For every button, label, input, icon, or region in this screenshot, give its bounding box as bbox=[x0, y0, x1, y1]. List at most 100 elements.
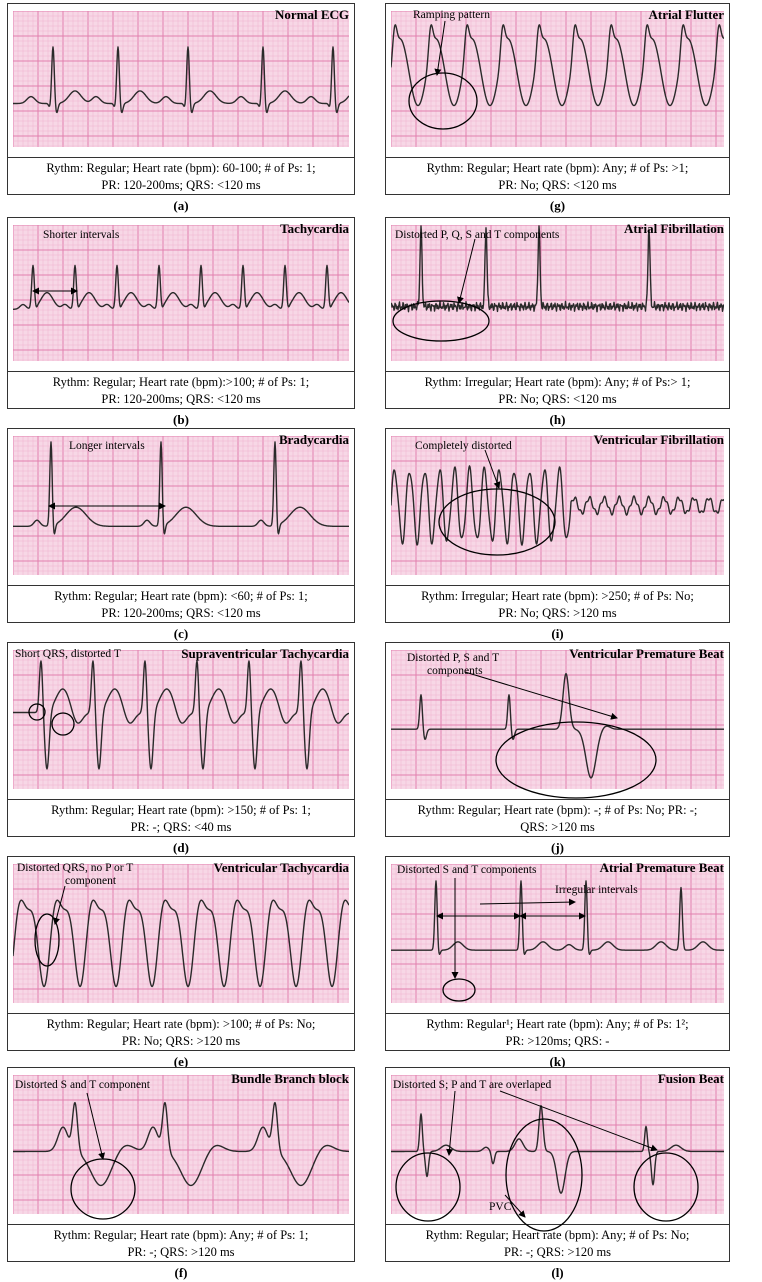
caption-line-1: Rythm: Regular; Heart rate (bpm): -; # o… bbox=[417, 803, 698, 817]
caption-line-2: PR: -; QRS: >120 ms bbox=[127, 1245, 235, 1259]
panel-title: Atrial Premature Beat bbox=[599, 860, 724, 875]
panel-annotation: Short QRS, distorted T bbox=[15, 648, 121, 660]
ecg-grid-svg bbox=[13, 650, 349, 789]
ecg-trace bbox=[13, 441, 349, 535]
panel-annotation: Distorted QRS, no P or T bbox=[17, 862, 134, 874]
panel-title: Ventricular Tachycardia bbox=[213, 860, 349, 875]
panel-frame bbox=[7, 1067, 355, 1262]
ecg-strip bbox=[391, 11, 724, 147]
ecg-panel-h: Atrial Fibrillation Distorted P, Q, S and… bbox=[385, 217, 730, 429]
ecg-strip bbox=[391, 436, 724, 575]
panel-sublabel: (g) bbox=[549, 198, 566, 213]
ecg-grid-svg bbox=[13, 11, 349, 147]
ecg-strip bbox=[13, 650, 349, 789]
panel-sublabel: (h) bbox=[549, 412, 566, 427]
caption-line-2: PR: No; QRS: >120 ms bbox=[498, 606, 617, 620]
panel-caption: Rythm: Regular; Heart rate (bpm): >150; … bbox=[7, 799, 355, 837]
ecg-trace bbox=[391, 880, 724, 955]
panel-frame bbox=[385, 856, 730, 1051]
panel-caption: Rythm: Irregular; Heart rate (bpm): >250… bbox=[385, 585, 730, 623]
panel-caption: Rythm: Regular; Heart rate (bpm): <60; #… bbox=[7, 585, 355, 623]
panel-sublabel: (j) bbox=[551, 840, 564, 855]
ecg-strip bbox=[13, 436, 349, 575]
panel-sublabel: (f) bbox=[174, 1265, 188, 1280]
panel-sublabel: (i) bbox=[551, 626, 564, 641]
panel-title: Ventricular Fibrillation bbox=[593, 432, 724, 447]
panel-caption: Rythm: Regular; Heart rate (bpm):>100; #… bbox=[7, 371, 355, 409]
caption-line-2: PR: 120-200ms; QRS: <120 ms bbox=[101, 178, 261, 192]
ecg-panel-j: Ventricular Premature Beat Distorted P, S… bbox=[385, 642, 730, 857]
panel-title: Supraventricular Tachycardia bbox=[181, 646, 349, 661]
panel-frame bbox=[385, 1067, 730, 1262]
caption-line-1: Rythm: Regular; Heart rate (bpm): Any; #… bbox=[426, 161, 689, 175]
caption-line-1: Rythm: Regular; Heart rate (bpm): 60-100… bbox=[46, 161, 316, 175]
ecg-panel-i: Ventricular Fibrillation Completely disto… bbox=[385, 428, 730, 643]
panel-frame bbox=[385, 217, 730, 409]
panel-caption: Rythm: Regular; Heart rate (bpm): 60-100… bbox=[7, 157, 355, 195]
panel-caption: Rythm: Regular¹; Heart rate (bpm): Any; … bbox=[385, 1013, 730, 1051]
caption-line-1: Rythm: Regular; Heart rate (bpm): >100; … bbox=[46, 1017, 316, 1031]
ecg-grid-svg bbox=[391, 1075, 724, 1214]
ecg-panel-a: Normal ECG Rythm: Regular; Heart rate (bp… bbox=[7, 3, 355, 215]
panel-caption: Rythm: Irregular; Heart rate (bpm): Any;… bbox=[385, 371, 730, 409]
panel-title: Bradycardia bbox=[278, 432, 349, 447]
caption-line-1: Rythm: Irregular; Heart rate (bpm): >250… bbox=[421, 589, 694, 603]
panel-caption: Rythm: Regular; Heart rate (bpm): Any; #… bbox=[385, 1224, 730, 1262]
panel-annotation: PVC bbox=[489, 1201, 512, 1213]
ecg-trace bbox=[13, 899, 349, 988]
caption-line-2: PR: No; QRS: >120 ms bbox=[121, 1034, 241, 1048]
ecg-grid-svg bbox=[13, 436, 349, 575]
caption-line-2: QRS: >120 ms bbox=[520, 820, 595, 834]
caption-line-2: PR: No; QRS: <120 ms bbox=[498, 178, 617, 192]
ecg-grid-svg bbox=[391, 11, 724, 147]
ecg-strip bbox=[391, 1075, 724, 1214]
ecg-strip bbox=[13, 225, 349, 361]
ecg-grid-svg bbox=[13, 1075, 349, 1214]
ecg-strip bbox=[13, 11, 349, 147]
ecg-panel-e: Ventricular Tachycardia Distorted QRS, no… bbox=[7, 856, 355, 1071]
panel-annotation: Distorted P, S and T bbox=[407, 652, 500, 664]
ecg-strip bbox=[391, 225, 724, 361]
caption-line-1: Rythm: Regular; Heart rate (bpm): Any; #… bbox=[53, 1228, 309, 1242]
panel-title: Tachycardia bbox=[280, 221, 349, 236]
panel-frame bbox=[7, 642, 355, 837]
ecg-grid-svg bbox=[13, 864, 349, 1003]
caption-line-2: PR: 120-200ms; QRS: <120 ms bbox=[101, 606, 261, 620]
panel-caption: Rythm: Regular; Heart rate (bpm): Any; #… bbox=[7, 1224, 355, 1262]
panel-sublabel: (c) bbox=[173, 626, 189, 641]
caption-line-1: Rythm: Regular; Heart rate (bpm):>100; #… bbox=[52, 375, 310, 389]
ecg-panel-b: Tachycardia Shorter intervals Rythm: Regul… bbox=[7, 217, 355, 429]
ecg-grid-svg bbox=[391, 436, 724, 575]
ecg-strip bbox=[13, 864, 349, 1003]
panel-caption: Rythm: Regular; Heart rate (bpm): -; # o… bbox=[385, 799, 730, 837]
ecg-panel-g: Atrial Flutter Ramping pattern Rythm: Regu… bbox=[385, 3, 730, 215]
caption-line-1: Rythm: Regular; Heart rate (bpm): Any; #… bbox=[425, 1228, 690, 1242]
panel-title: Normal ECG bbox=[274, 7, 349, 22]
panel-annotation: components bbox=[427, 665, 483, 677]
ecg-trace bbox=[13, 1101, 349, 1187]
panel-annotation: Irregular intervals bbox=[555, 884, 638, 896]
panel-title: Atrial Flutter bbox=[648, 7, 724, 22]
ecg-grid-svg bbox=[13, 225, 349, 361]
ecg-panel-f: Bundle Branch block Distorted S and T com… bbox=[7, 1067, 355, 1282]
panel-caption: Rythm: Regular; Heart rate (bpm): Any; #… bbox=[385, 157, 730, 195]
panel-frame bbox=[7, 856, 355, 1051]
caption-line-2: PR: >120ms; QRS: - bbox=[505, 1034, 610, 1048]
panel-title: Ventricular Premature Beat bbox=[569, 646, 724, 661]
ecg-strip bbox=[13, 1075, 349, 1214]
panel-frame bbox=[385, 642, 730, 837]
ecg-panel-k: Atrial Premature Beat Distorted S and T c… bbox=[385, 856, 730, 1071]
panel-caption: Rythm: Regular; Heart rate (bpm): >100; … bbox=[7, 1013, 355, 1051]
panel-annotation: Completely distorted bbox=[415, 440, 512, 452]
panel-annotation: component bbox=[65, 875, 117, 887]
ecg-grid-svg bbox=[391, 225, 724, 361]
panel-annotation: Distorted P, Q, S and T components bbox=[395, 229, 560, 241]
caption-line-2: PR: 120-200ms; QRS: <120 ms bbox=[101, 392, 261, 406]
caption-line-1: Rythm: Regular¹; Heart rate (bpm): Any; … bbox=[426, 1017, 689, 1031]
panel-title: Bundle Branch block bbox=[231, 1071, 349, 1086]
panel-sublabel: (k) bbox=[549, 1054, 566, 1069]
panel-frame bbox=[385, 3, 730, 195]
panel-sublabel: (l) bbox=[551, 1265, 564, 1280]
caption-line-1: Rythm: Irregular; Heart rate (bpm): Any;… bbox=[424, 375, 691, 389]
caption-line-1: Rythm: Regular; Heart rate (bpm): >150; … bbox=[51, 803, 311, 817]
